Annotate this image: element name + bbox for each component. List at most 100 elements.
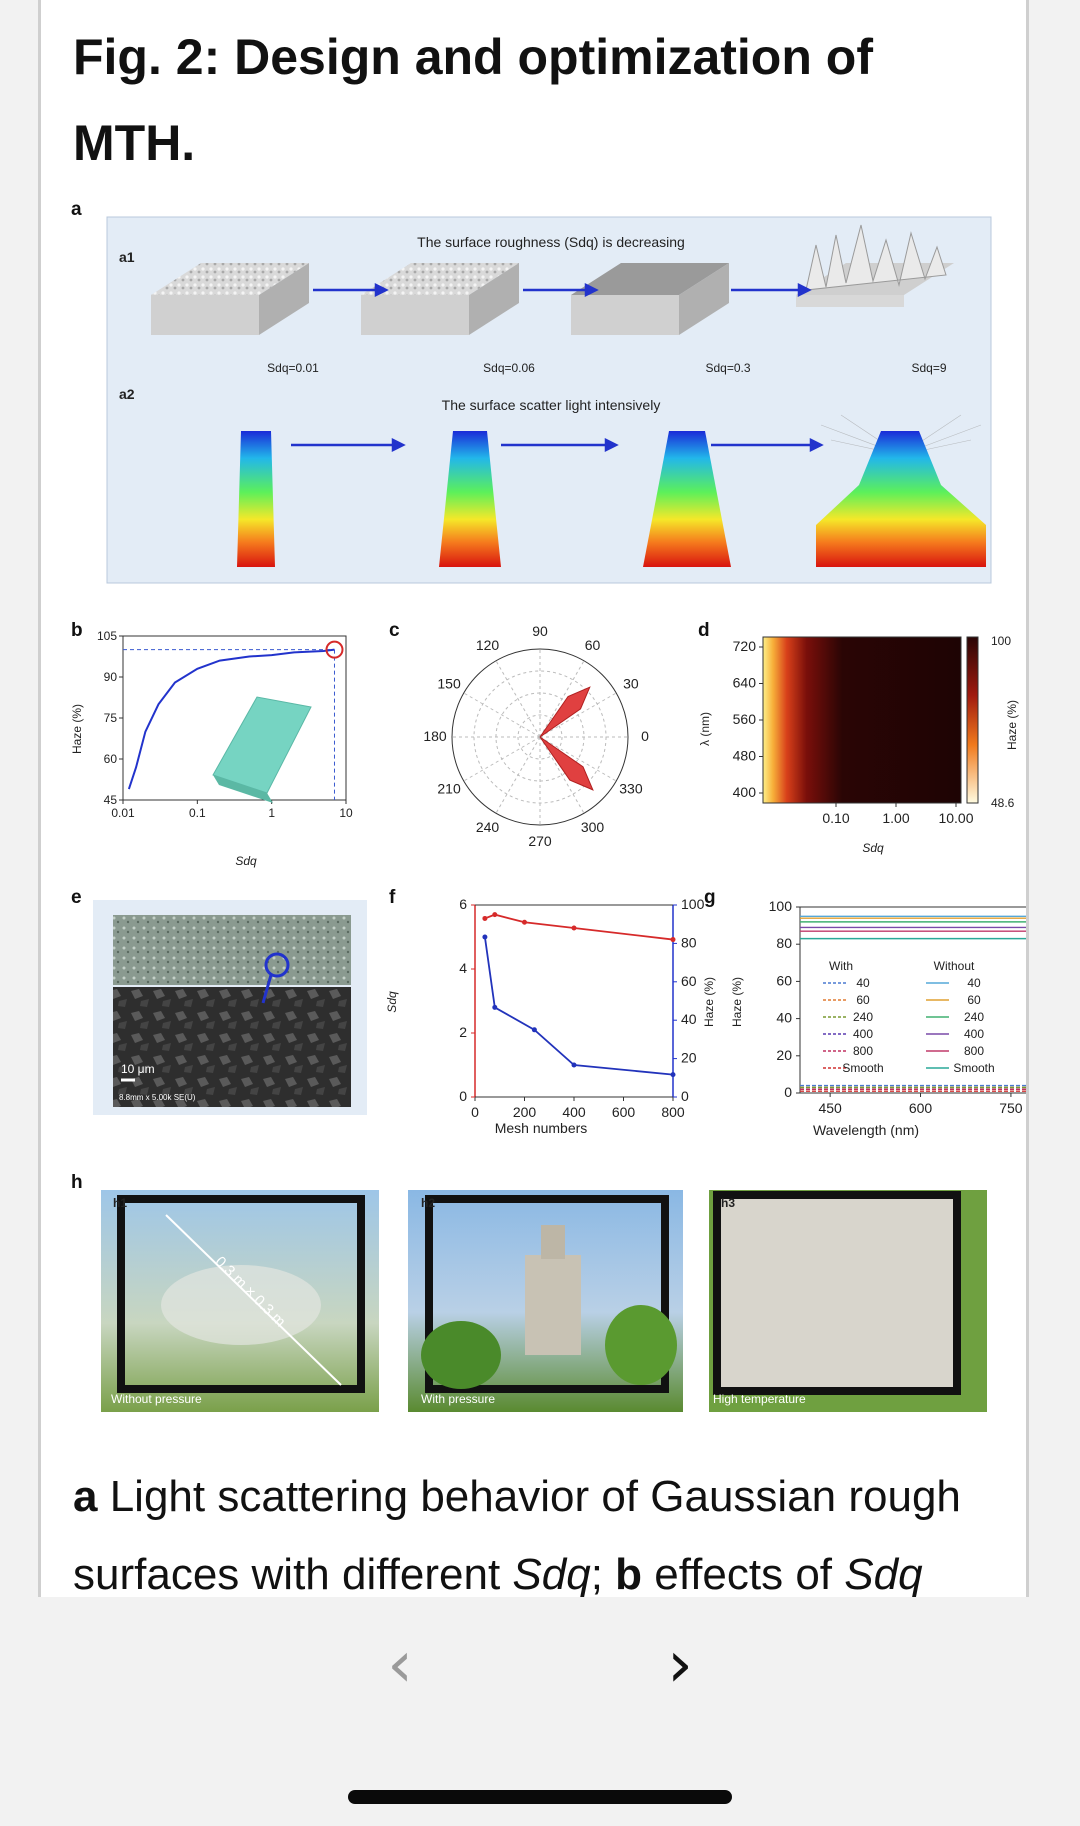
d-ytick-label: 560 (733, 711, 757, 727)
home-indicator[interactable] (348, 1790, 732, 1804)
f-ytick-left-label: 2 (459, 1024, 467, 1040)
f-xtick-label: 400 (562, 1104, 586, 1120)
c-angle-label: 240 (476, 819, 500, 835)
sdq-label-2: Sdq=0.06 (483, 361, 535, 375)
panel-g: Haze (%) Wavelength (nm) 450 600 750 0 20 40 6… (730, 898, 1026, 1138)
panel-label-b: b (71, 620, 83, 641)
arrows-row-1 (313, 282, 812, 298)
f-series-line (484, 936, 674, 1076)
c-angle-label: 120 (476, 637, 500, 653)
figure-image[interactable]: a b c d e f g h a1 a2 The surface roughn… (41, 195, 1026, 1450)
b-ytick-label: 75 (104, 711, 118, 725)
figure-title: Fig. 2: Design and optimization of MTH. (73, 29, 873, 171)
caption-a-symbol: Sdq (512, 1550, 591, 1597)
f-ytick-right-label: 40 (681, 1011, 697, 1027)
g-legend-item-without: 40 (967, 976, 981, 990)
panel-label-g: g (704, 887, 716, 908)
b-inset-surface (212, 696, 312, 803)
c-angle-label: 30 (623, 676, 639, 692)
panel-f: Sdq Haze (%) Mesh numbers 0 200 400 600 8000… (385, 896, 716, 1136)
f-series-point (571, 1062, 577, 1068)
f-xtick-label: 800 (661, 1104, 685, 1120)
light-cone-2 (439, 431, 501, 567)
caption-b-text: effects of (642, 1550, 845, 1597)
panel-label-d: d (698, 620, 710, 641)
f-ytick-left-label: 4 (459, 960, 467, 976)
b-highlight-marker (325, 640, 344, 659)
panel-e: 10 μm 8.8mm x 5.00k SE(U) (93, 900, 367, 1115)
sub-label-a1: a1 (119, 249, 135, 265)
magnifier-icon (264, 952, 290, 978)
g-legend-item-with: 40 (856, 976, 870, 990)
d-cbar-min: 48.6 (991, 796, 1015, 810)
panel-b: Haze (%) 0.01 0.1 1 10 45 60 75 90 105 Sdq (70, 629, 353, 868)
f-ytick-right-label: 80 (681, 934, 697, 950)
sem-info: 8.8mm x 5.00k SE(U) (119, 1093, 196, 1102)
g-legend-title-without: Without (934, 959, 975, 973)
c-scatter-lobe (539, 686, 591, 738)
bottom-toolbar (0, 1597, 1080, 1826)
c-spoke (539, 692, 617, 738)
figure-caption: a Light scattering behavior of Gaussian … (73, 1458, 1003, 1597)
caption-b-symbol: Sdq (844, 1550, 923, 1597)
d-ylabel: λ (nm) (698, 712, 712, 746)
surface-block-3 (571, 263, 729, 335)
light-cone-1 (237, 431, 275, 567)
f-xtick-label: 600 (612, 1104, 636, 1120)
f-series-point (492, 1004, 498, 1010)
g-xtick-label: 750 (999, 1100, 1023, 1116)
prev-page-button[interactable]: ‹ (387, 1628, 413, 1702)
f-xlabel: Mesh numbers (495, 1120, 588, 1136)
d-cbar-max: 100 (991, 634, 1011, 648)
g-legend-item-with: 60 (856, 993, 870, 1007)
f-series-point (670, 937, 676, 943)
c-angle-label: 210 (437, 781, 461, 797)
scale-bar-label: 10 μm (121, 1062, 155, 1076)
c-angle-label: 330 (619, 781, 643, 797)
c-spoke (495, 736, 541, 814)
g-legend-item-with: 240 (853, 1010, 873, 1024)
f-ytick-right-label: 0 (681, 1088, 689, 1104)
f-series-point (522, 919, 527, 925)
panel-label-c: c (389, 620, 400, 641)
d-xtick-label: 10.00 (938, 810, 973, 826)
c-spoke (463, 736, 541, 782)
d-xtick-label: 1.00 (882, 810, 909, 826)
panel-label-h: h (71, 1172, 83, 1193)
sdq-label-4: Sdq=9 (911, 361, 946, 375)
figure-card: Fig. 2: Design and optimization of MTH. (38, 0, 1029, 1597)
c-angle-label: 0 (641, 728, 649, 744)
panel-label-f: f (389, 887, 396, 908)
c-scatter-lobe (539, 736, 594, 791)
photo-h2[interactable]: h2 With pressure (408, 1190, 683, 1412)
photo-h1[interactable]: 0.3 m × 0.3 m h1 Without pressure (101, 1190, 379, 1412)
h3-label: h3 (721, 1196, 735, 1210)
g-xlabel: Wavelength (nm) (813, 1122, 919, 1138)
caption-sep: ; (590, 1550, 616, 1597)
caption-a-text: Light scattering behavior of Gaussian ro… (73, 1472, 961, 1597)
sem-bottom-image (113, 987, 351, 1107)
f-ytick-right-label: 20 (681, 1050, 697, 1066)
c-ring (517, 714, 563, 760)
d-ytick-label: 720 (733, 638, 757, 654)
scatter-caption: The surface scatter light intensively (442, 397, 661, 413)
next-page-button[interactable]: › (667, 1628, 693, 1702)
g-ytick-label: 20 (776, 1047, 792, 1063)
photo-h3[interactable]: h3 High temperature (709, 1190, 987, 1412)
c-angle-label: 150 (437, 676, 461, 692)
f-series-point (670, 1072, 676, 1078)
f-ytick-left-label: 6 (459, 896, 467, 912)
panel-label-e: e (71, 887, 82, 908)
h2-label: h2 (421, 1196, 435, 1210)
sdq-label-1: Sdq=0.01 (267, 361, 319, 375)
g-legend-item-without: 400 (964, 1027, 984, 1041)
b-xtick-label: 1 (268, 806, 275, 820)
h1-label: h1 (113, 1196, 127, 1210)
d-ytick-label: 480 (733, 748, 757, 764)
g-legend-item-with: 400 (853, 1027, 873, 1041)
d-ytick-label: 400 (733, 784, 757, 800)
g-ylabel: Haze (%) (730, 977, 744, 1027)
b-ytick-label: 60 (104, 752, 118, 766)
d-colorbar (966, 636, 979, 804)
c-spoke (539, 736, 617, 782)
